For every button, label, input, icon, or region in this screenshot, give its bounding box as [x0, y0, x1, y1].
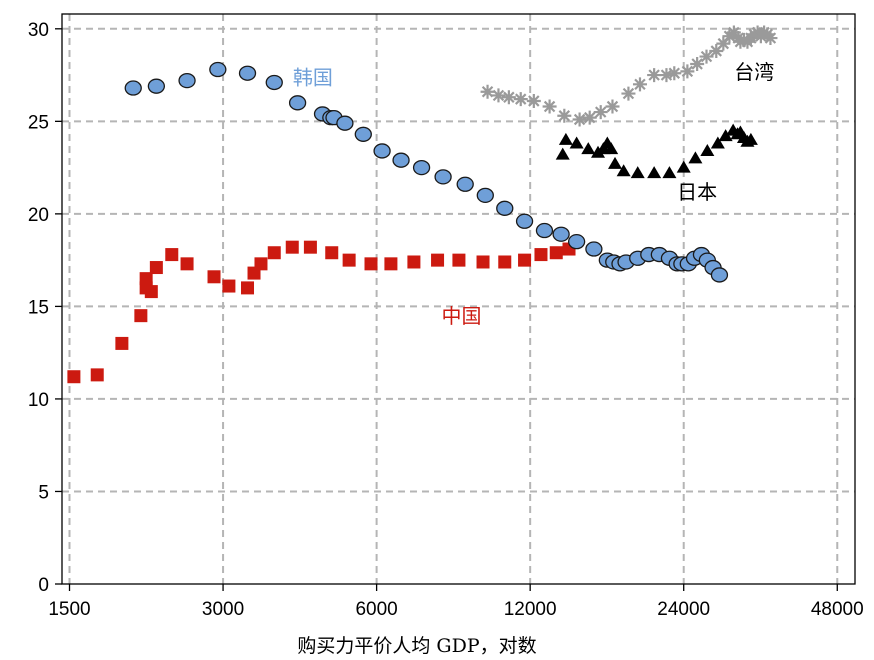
x-tick-label: 48000 [811, 599, 864, 620]
data-point [165, 248, 178, 261]
data-point [384, 257, 397, 270]
y-tick-label: 15 [28, 297, 49, 318]
series-label: 日本 [677, 180, 717, 204]
data-point [179, 74, 195, 88]
series-label: 台湾 [734, 60, 774, 84]
data-point [222, 280, 235, 293]
data-point [621, 87, 635, 101]
data-point [680, 64, 694, 78]
x-tick-label: 3000 [202, 599, 244, 620]
data-point [365, 257, 378, 270]
data-point [393, 153, 409, 167]
x-tick-label: 24000 [657, 599, 710, 620]
data-point [254, 257, 267, 270]
data-point [536, 224, 552, 238]
data-point [633, 77, 647, 91]
x-tick-label: 1500 [48, 599, 90, 620]
data-point [150, 261, 163, 274]
data-point [534, 248, 547, 261]
data-point [502, 90, 516, 104]
data-point [569, 235, 585, 249]
data-point [557, 109, 571, 123]
y-tick-label: 10 [28, 390, 49, 411]
data-point [210, 63, 226, 77]
x-axis-label: 购买力平价人均 GDP，对数 [297, 635, 536, 657]
series-label: 中国 [441, 304, 481, 328]
data-point [266, 75, 282, 89]
x-axis: 1500 3000 6000 12000 24000 48000 [48, 584, 863, 620]
data-point [586, 242, 602, 256]
data-point [115, 337, 128, 350]
data-point [240, 66, 256, 80]
data-point [481, 85, 495, 99]
data-point [181, 257, 194, 270]
data-point [407, 255, 420, 268]
data-point [91, 368, 104, 381]
data-point [286, 241, 299, 254]
data-point [355, 127, 371, 141]
data-point [431, 254, 444, 267]
data-point [452, 254, 465, 267]
y-tick-label: 5 [38, 482, 49, 503]
data-point [647, 68, 661, 82]
y-tick-label: 25 [28, 112, 49, 133]
data-point [125, 81, 141, 95]
data-point [497, 201, 513, 215]
data-point [477, 255, 490, 268]
data-point [763, 31, 777, 45]
data-point [145, 285, 158, 298]
data-point [498, 255, 511, 268]
data-point [414, 161, 430, 175]
x-tick-label: 12000 [504, 599, 557, 620]
data-point [514, 92, 528, 106]
plot-area [62, 14, 855, 584]
data-point [573, 112, 587, 126]
series-label: 韩国 [293, 65, 333, 89]
data-point [148, 79, 164, 93]
data-point [435, 170, 451, 184]
data-point [457, 177, 473, 191]
data-point [374, 144, 390, 158]
data-point [518, 254, 531, 267]
data-point [667, 66, 681, 80]
data-point [343, 254, 356, 267]
data-point [550, 246, 563, 259]
y-tick-label: 0 [38, 575, 49, 596]
data-point [711, 268, 727, 282]
data-point [491, 88, 505, 102]
data-point [690, 57, 704, 71]
y-axis: 0 5 10 15 20 25 30 [28, 20, 62, 596]
data-point [304, 241, 317, 254]
data-point [67, 370, 80, 383]
y-tick-label: 20 [28, 205, 49, 226]
data-point [527, 94, 541, 108]
data-point [241, 281, 254, 294]
y-tick-label: 30 [28, 20, 49, 41]
data-point [325, 246, 338, 259]
data-point [290, 96, 306, 110]
data-point [517, 214, 533, 228]
data-point [337, 116, 353, 130]
data-point [553, 227, 569, 241]
data-point [477, 188, 493, 202]
data-point [543, 100, 557, 114]
data-point [605, 100, 619, 114]
data-point [268, 246, 281, 259]
data-point [134, 309, 147, 322]
x-tick-label: 6000 [355, 599, 397, 620]
data-point [208, 270, 221, 283]
